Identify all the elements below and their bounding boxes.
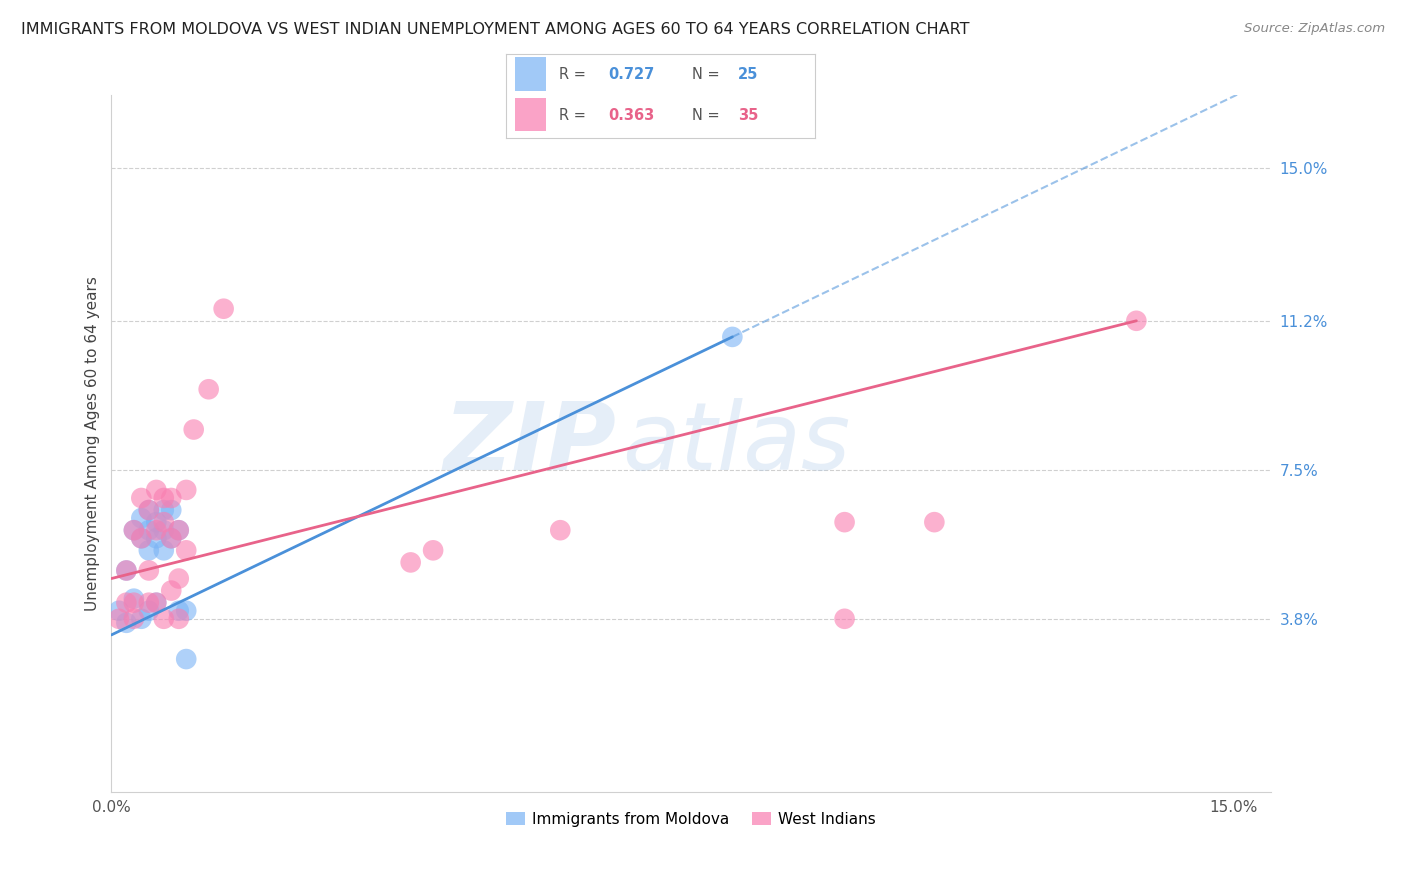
Text: IMMIGRANTS FROM MOLDOVA VS WEST INDIAN UNEMPLOYMENT AMONG AGES 60 TO 64 YEARS CO: IMMIGRANTS FROM MOLDOVA VS WEST INDIAN U…	[21, 22, 970, 37]
Y-axis label: Unemployment Among Ages 60 to 64 years: Unemployment Among Ages 60 to 64 years	[86, 277, 100, 611]
Point	[167, 523, 190, 537]
Text: 35: 35	[738, 108, 758, 123]
FancyBboxPatch shape	[516, 97, 547, 131]
Point	[138, 604, 160, 618]
Point	[174, 652, 197, 666]
Text: 0.727: 0.727	[609, 67, 654, 82]
Point	[108, 604, 131, 618]
Point	[131, 531, 153, 545]
Point	[174, 483, 197, 497]
Point	[122, 596, 145, 610]
Text: ZIP: ZIP	[443, 398, 616, 490]
Point	[152, 543, 174, 558]
Point	[212, 301, 235, 316]
Point	[145, 483, 167, 497]
Point	[834, 612, 856, 626]
Point	[115, 615, 138, 630]
Point	[115, 596, 138, 610]
FancyBboxPatch shape	[516, 57, 547, 91]
Point	[138, 523, 160, 537]
Point	[122, 523, 145, 537]
Legend: Immigrants from Moldova, West Indians: Immigrants from Moldova, West Indians	[501, 805, 882, 833]
Point	[924, 515, 946, 529]
Text: Source: ZipAtlas.com: Source: ZipAtlas.com	[1244, 22, 1385, 36]
Point	[122, 523, 145, 537]
Text: R =: R =	[558, 108, 591, 123]
Point	[152, 515, 174, 529]
Point	[160, 503, 183, 517]
Point	[1125, 314, 1147, 328]
Point	[138, 564, 160, 578]
Point	[145, 531, 167, 545]
Point	[160, 491, 183, 505]
Point	[550, 523, 572, 537]
Point	[138, 596, 160, 610]
Point	[197, 382, 219, 396]
Point	[834, 515, 856, 529]
Text: atlas: atlas	[621, 398, 849, 489]
Point	[399, 556, 422, 570]
Point	[167, 523, 190, 537]
Point	[152, 491, 174, 505]
Point	[145, 596, 167, 610]
Point	[422, 543, 444, 558]
Text: N =: N =	[692, 67, 724, 82]
Text: R =: R =	[558, 67, 591, 82]
Point	[145, 596, 167, 610]
Point	[108, 612, 131, 626]
Point	[174, 543, 197, 558]
Text: 25: 25	[738, 67, 758, 82]
Point	[138, 543, 160, 558]
Point	[138, 503, 160, 517]
Point	[131, 491, 153, 505]
Point	[160, 531, 183, 545]
Point	[152, 523, 174, 537]
Point	[138, 503, 160, 517]
Point	[115, 564, 138, 578]
Point	[167, 612, 190, 626]
Point	[152, 503, 174, 517]
Point	[145, 523, 167, 537]
Point	[122, 612, 145, 626]
Point	[160, 583, 183, 598]
Point	[145, 515, 167, 529]
Point	[131, 531, 153, 545]
Point	[115, 564, 138, 578]
Point	[160, 531, 183, 545]
Point	[167, 572, 190, 586]
Point	[721, 330, 744, 344]
Point	[174, 604, 197, 618]
Point	[131, 511, 153, 525]
Point	[183, 423, 205, 437]
Point	[167, 604, 190, 618]
Point	[131, 612, 153, 626]
Point	[122, 591, 145, 606]
Point	[152, 612, 174, 626]
Text: 0.363: 0.363	[609, 108, 654, 123]
Text: N =: N =	[692, 108, 724, 123]
